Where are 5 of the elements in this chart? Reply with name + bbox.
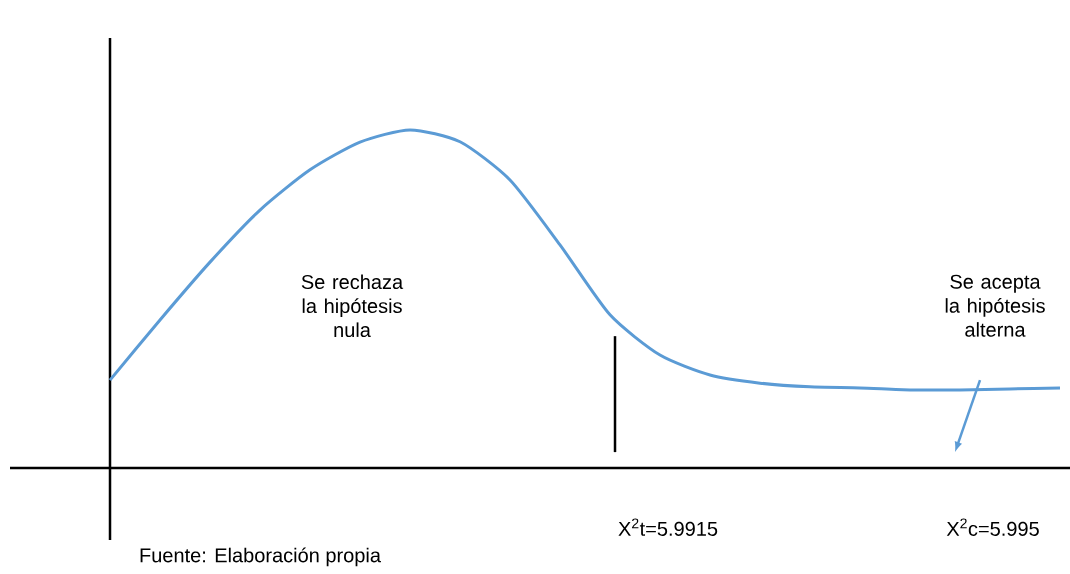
annotation: Se rechaza la hipótesis nula bbox=[301, 274, 404, 338]
source-note: Fuente: Elaboración propia bbox=[140, 547, 381, 567]
text: X$^{2}$c=5.995 bbox=[946, 518, 1039, 536]
annotation: Se acepta la hipótesis alterna bbox=[945, 274, 1045, 337]
text: X$^{2}$t=5.9915 bbox=[618, 518, 718, 536]
